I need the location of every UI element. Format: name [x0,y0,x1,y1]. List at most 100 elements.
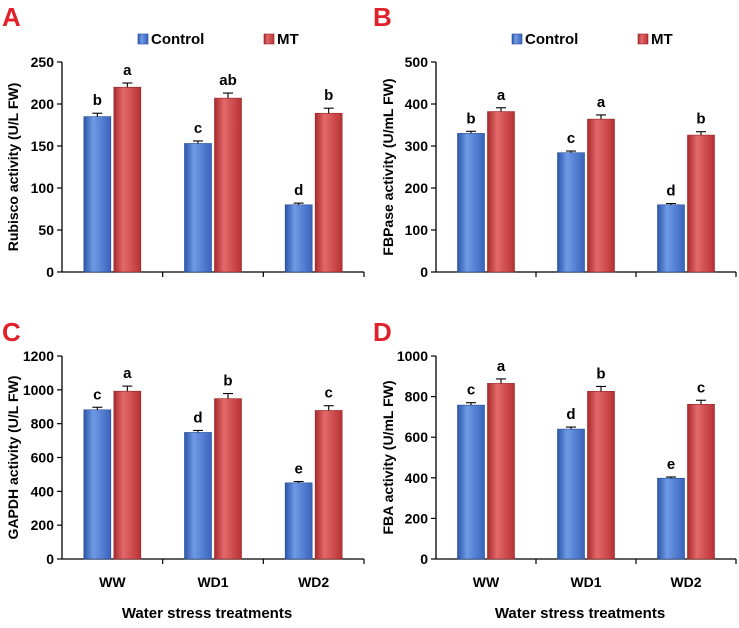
legend-swatch-mt [263,33,275,45]
y-tick-label: 400 [31,483,55,499]
bar-mt-wd2 [314,112,343,273]
significance-letter: c [697,379,705,396]
y-tick-label: 200 [405,510,429,526]
significance-letter: e [294,461,302,478]
significance-letter: c [567,130,575,147]
bar-control-wd1 [557,428,585,560]
y-tick-label: 0 [420,264,428,280]
significance-letter: c [93,386,101,403]
significance-letter: b [596,365,605,382]
x-tick-label: WW [99,574,126,590]
y-tick-label: 1200 [23,348,54,364]
y-tick-label: 0 [46,551,54,567]
bar-control-ww [457,133,485,273]
y-tick-label: 0 [420,551,428,567]
legend-swatch-control [511,33,523,45]
legend-label-mt: MT [651,31,673,48]
bar-control-ww [457,404,485,560]
bar-mt-wd2 [687,404,715,560]
chart-panel-a: A Rubisco activity (U/L FW) 0 50 100 150 200 25… [2,2,365,280]
y-tick-label: 1000 [397,348,428,364]
chart-panel-d: D FBA activity (U/mL FW) 0 200 400 600 800 1000… [373,317,737,622]
y-tick-label: 100 [405,222,429,238]
bar-mt-wd1 [587,391,615,560]
significance-letter: c [194,120,202,137]
bar-mt-wd1 [214,97,242,273]
y-tick-label: 200 [31,96,55,112]
y-tick-label: 200 [31,517,55,533]
y-tick-label: 200 [405,180,429,196]
y-tick-label: 300 [405,138,429,154]
significance-letter: e [667,456,675,473]
significance-letter: a [123,365,132,382]
y-tick-label: 400 [405,470,429,486]
bar-mt-wd2 [687,134,715,273]
legend-label-mt: MT [277,31,299,48]
bar-mt-ww [113,86,142,273]
bar-control-wd2 [657,477,685,560]
bar-control-ww [83,116,112,273]
significance-letter: d [193,409,202,426]
x-tick-label: WD1 [570,574,601,590]
legend-swatch-mt [637,33,649,45]
y-tick-label: 600 [31,450,55,466]
significance-letter: ab [219,72,237,89]
x-tick-label: WD2 [670,574,701,590]
panel-letter: C [2,317,21,347]
bar-mt-wd2 [314,410,343,560]
y-axis-label: FBPase activity (U/mL FW) [380,78,396,255]
y-tick-label: 800 [405,389,429,405]
y-tick-label: 100 [31,180,55,196]
bar-mt-ww [487,383,515,560]
y-tick-label: 600 [405,429,429,445]
bar-control-ww [83,409,112,560]
panel-letter: D [373,317,392,347]
bar-control-wd2 [284,482,313,560]
y-tick-label: 150 [31,138,55,154]
bar-control-wd2 [657,204,685,273]
bar-control-wd2 [284,204,313,273]
significance-letter: c [467,382,475,399]
chart-panel-c: C GAPDH activity (U/L FW) 0 200 400 600 800 100… [2,317,365,622]
bar-mt-wd1 [214,398,242,560]
significance-letter: a [123,62,132,79]
x-axis-label: Water stress treatments [122,605,292,622]
y-tick-label: 400 [405,96,429,112]
significance-letter: b [466,110,475,127]
bar-control-wd1 [184,143,212,273]
bar-control-wd1 [557,152,585,273]
bar-mt-ww [487,111,515,273]
chart-panel-b: B FBPase activity (U/mL FW) 0 100 200 300 400 5… [373,2,737,280]
y-tick-label: 250 [31,54,55,70]
x-axis-label: Water stress treatments [495,605,665,622]
y-tick-label: 1000 [23,382,54,398]
y-axis-label: Rubisco activity (U/L FW) [5,83,21,252]
y-tick-label: 500 [405,54,429,70]
significance-letter: b [223,373,232,390]
panel-letter: B [373,2,392,32]
significance-letter: a [497,358,506,375]
y-tick-label: 50 [38,222,54,238]
bar-mt-ww [113,390,142,560]
y-axis-label: GAPDH activity (U/L FW) [5,376,21,540]
y-tick-label: 800 [31,416,55,432]
significance-letter: a [497,87,506,104]
legend-label-control: Control [151,31,204,48]
significance-letter: b [696,111,705,128]
y-tick-label: 0 [46,264,54,280]
bar-control-wd1 [184,432,212,560]
legend-swatch-control [137,33,149,45]
bar-mt-wd1 [587,118,615,273]
significance-letter: b [93,92,102,109]
legend-label-control: Control [525,31,578,48]
significance-letter: b [324,87,333,104]
x-tick-label: WD2 [298,574,329,590]
panel-letter: A [2,2,21,32]
x-tick-label: WW [473,574,500,590]
significance-letter: a [597,94,606,111]
significance-letter: d [566,406,575,423]
x-tick-label: WD1 [197,574,228,590]
significance-letter: d [666,183,675,200]
y-axis-label: FBA activity (U/mL FW) [380,380,396,534]
